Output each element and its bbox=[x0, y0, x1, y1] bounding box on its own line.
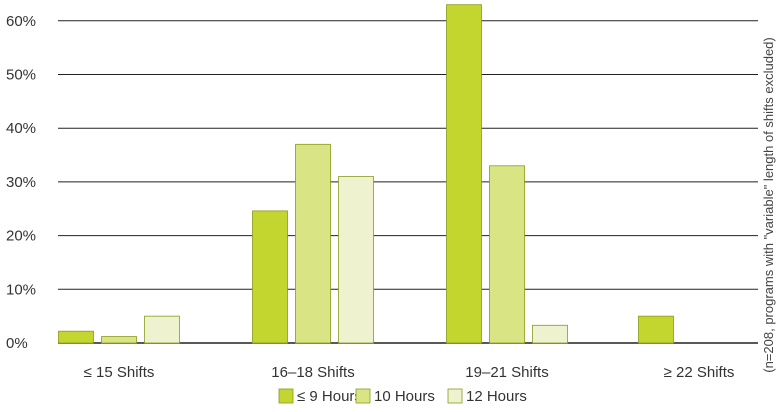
y-tick-label: 20% bbox=[6, 228, 36, 245]
x-category-label: 16–18 Shifts bbox=[271, 364, 354, 381]
x-category-label: ≥ 22 Shifts bbox=[664, 364, 735, 381]
gridlines bbox=[58, 20, 758, 344]
legend-label: 12 Hours bbox=[466, 388, 527, 405]
y-tick-label: 10% bbox=[6, 281, 36, 298]
y-axis-ticks: 0% 10% 20% 30% 40% 50% 60% bbox=[6, 13, 36, 352]
legend-swatch bbox=[278, 388, 294, 404]
bar bbox=[338, 176, 374, 344]
x-axis-categories: ≤ 15 Shifts 16–18 Shifts 19–21 Shifts ≥ 22 … bbox=[84, 364, 735, 381]
y-tick-label: 0% bbox=[6, 335, 28, 352]
y-tick-label: 50% bbox=[6, 67, 36, 84]
bars bbox=[58, 4, 674, 344]
y-tick-label: 60% bbox=[6, 13, 36, 30]
y-tick-label: 30% bbox=[6, 174, 36, 191]
legend-swatch bbox=[447, 388, 463, 404]
x-category-label: 19–21 Shifts bbox=[465, 364, 548, 381]
bar bbox=[489, 165, 525, 344]
legend: ≤ 9 Hours 10 Hours 12 Hours bbox=[278, 388, 527, 405]
bar bbox=[446, 4, 482, 344]
y-tick-label: 40% bbox=[6, 120, 36, 137]
bar bbox=[638, 315, 674, 344]
sample-note: (n=208, programs with "variable" length … bbox=[761, 37, 776, 373]
bar bbox=[144, 315, 180, 344]
bar bbox=[252, 210, 288, 344]
x-category-label: ≤ 15 Shifts bbox=[84, 364, 155, 381]
legend-label: 10 Hours bbox=[374, 388, 435, 405]
legend-label: ≤ 9 Hours bbox=[297, 388, 362, 405]
bar bbox=[295, 143, 331, 344]
legend-swatch bbox=[355, 388, 371, 404]
bar bbox=[101, 336, 137, 344]
bar bbox=[532, 324, 568, 344]
bar bbox=[58, 330, 94, 344]
